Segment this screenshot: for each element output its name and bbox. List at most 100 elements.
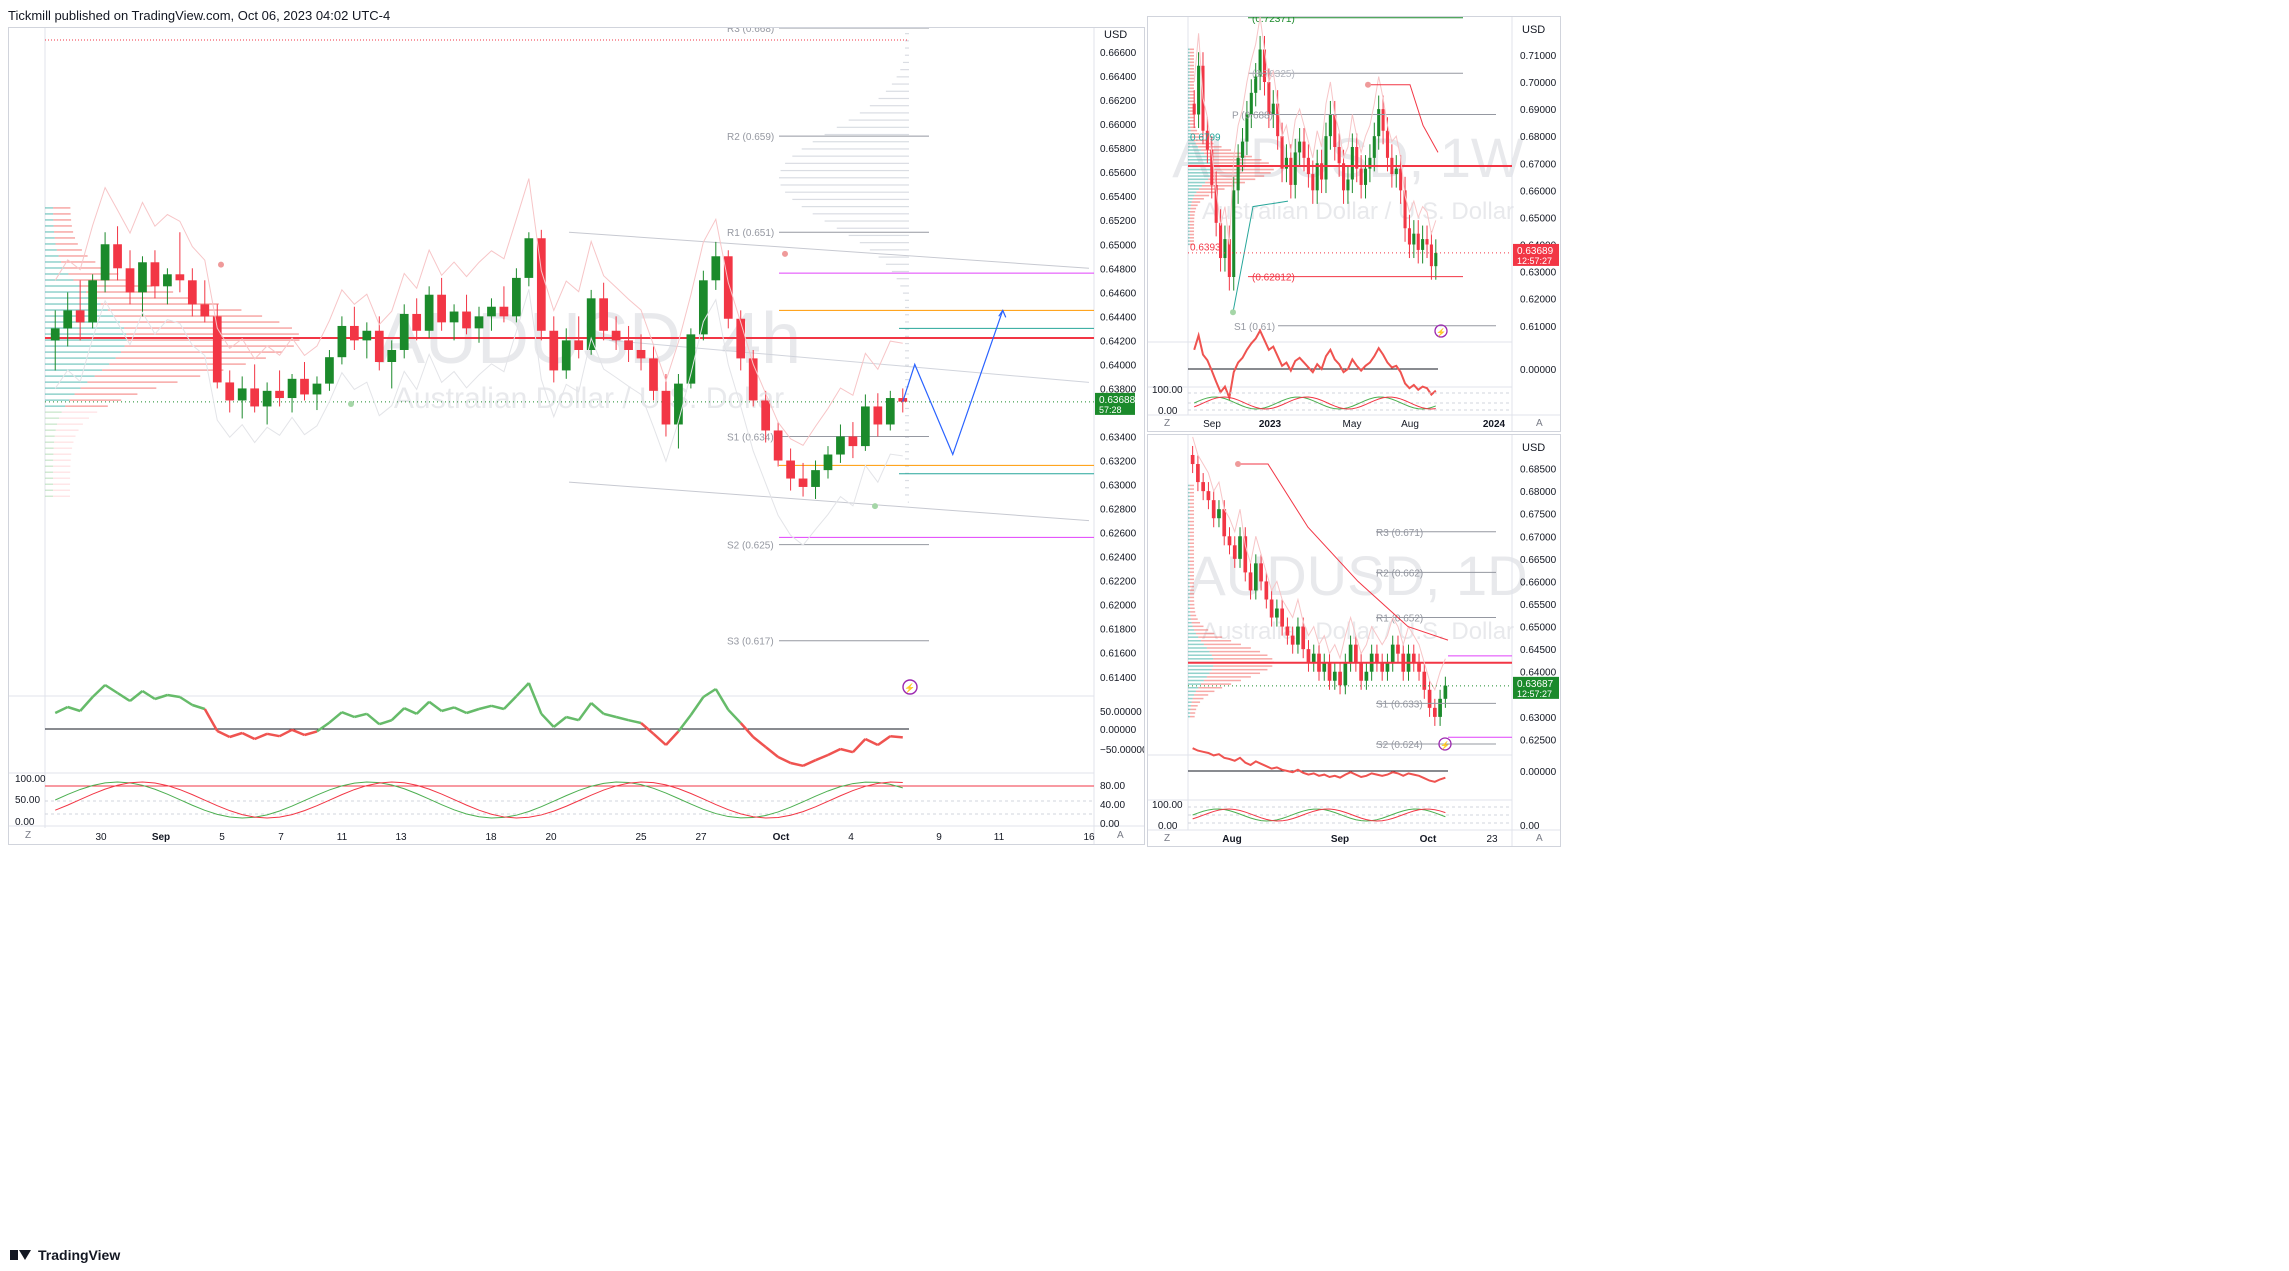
weekly-chart-panel[interactable]: AUDUSD, 1W Australian Dollar / U.S. Doll… xyxy=(1147,16,1561,432)
swing-low-marker xyxy=(872,503,878,510)
volume-profile-bar xyxy=(1188,611,1191,613)
candle-body xyxy=(50,328,60,341)
volume-profile-bar xyxy=(1188,97,1190,99)
volume-profile-bar xyxy=(59,417,89,419)
volume-profile-bar xyxy=(53,477,71,479)
osc2-left-tick: 100.00 xyxy=(1152,385,1183,396)
candle-body xyxy=(1377,109,1381,137)
volume-profile-bar xyxy=(1188,243,1190,246)
osc2-k-line xyxy=(1193,396,1436,410)
daily-chart-panel[interactable]: AUDUSD, 1D Australian Dollar / U.S. Doll… xyxy=(1147,434,1561,847)
last-price-value: 0.63688 xyxy=(1099,395,1136,406)
volume-profile-bar xyxy=(1188,618,1191,620)
volume-profile-bar xyxy=(45,369,103,371)
volume-profile-bar xyxy=(1188,87,1190,90)
volume-profile-bar xyxy=(780,169,909,172)
candle-body xyxy=(1222,509,1227,537)
tradingview-footer[interactable]: TradingView xyxy=(10,1247,120,1263)
volume-profile-bar xyxy=(1189,600,1195,602)
candle-body xyxy=(175,274,185,281)
volume-profile-bar xyxy=(1188,683,1201,685)
main-currency-label: USD xyxy=(1104,29,1127,41)
volume-profile-bar xyxy=(53,453,72,455)
publisher-line: Tickmill published on TradingView.com, O… xyxy=(8,8,391,23)
candle-body xyxy=(1396,644,1400,654)
volume-profile-bar xyxy=(1188,578,1190,581)
volume-profile-bar xyxy=(93,297,196,299)
candle-body xyxy=(649,358,658,391)
volume-profile-bar xyxy=(900,69,909,71)
volume-profile-bar xyxy=(1188,556,1190,559)
osc1-segment xyxy=(640,722,655,735)
osc1-segment xyxy=(527,682,543,715)
volume-profile-bar xyxy=(45,231,54,233)
channel-line xyxy=(568,481,1090,522)
candle-body xyxy=(524,238,534,278)
osc2-left-tick: 50.00 xyxy=(15,795,40,806)
volume-profile-bar xyxy=(94,375,201,377)
volume-profile-bar xyxy=(1188,650,1210,653)
candle-body xyxy=(1302,141,1306,158)
candle-body xyxy=(574,340,584,350)
volume-profile-bar xyxy=(1188,84,1190,86)
volume-profile-bar xyxy=(45,207,54,209)
volume-profile-bar xyxy=(905,342,909,345)
volume-profile-bar xyxy=(53,465,71,467)
volume-profile-bar xyxy=(1188,64,1190,67)
osc1-segment xyxy=(116,691,131,703)
volume-profile-bar xyxy=(779,177,909,179)
candle-body xyxy=(100,244,110,281)
time-axis-label: Oct xyxy=(773,832,790,843)
volume-profile-bar xyxy=(120,351,283,353)
envelope-lower xyxy=(54,289,903,546)
volume-profile-bar xyxy=(1188,194,1195,197)
candle-body xyxy=(499,306,509,317)
pivot-label: S2 (0.624) xyxy=(1376,740,1423,751)
candle-body xyxy=(1411,653,1416,663)
osc1-segment xyxy=(852,738,867,754)
volume-profile-bar xyxy=(905,357,909,359)
candle-body xyxy=(549,330,559,371)
volume-profile-bar xyxy=(859,242,909,244)
daily-chart-svg[interactable]: AUDUSD, 1D Australian Dollar / U.S. Doll… xyxy=(1148,435,1561,847)
weekly-chart-svg[interactable]: AUDUSD, 1W Australian Dollar / U.S. Doll… xyxy=(1148,17,1561,432)
main-chart-panel[interactable]: AUDUSD, 4h Australian Dollar / U.S. Doll… xyxy=(8,27,1145,845)
volume-profile-bar xyxy=(905,458,909,460)
osc1-segment xyxy=(515,682,530,698)
volume-profile-bar xyxy=(102,369,224,371)
candle-body xyxy=(636,349,646,359)
candle-body xyxy=(1343,662,1348,686)
candle-body xyxy=(1290,635,1295,645)
osc1-segment xyxy=(328,711,343,724)
volume-profile-bar xyxy=(905,40,909,42)
volume-profile-bar xyxy=(1188,162,1213,164)
price-tick-label: 0.67000 xyxy=(1520,159,1557,170)
osc1-segment xyxy=(316,721,331,733)
swing-low-marker xyxy=(348,401,354,408)
volume-profile-bar xyxy=(68,273,119,275)
main-chart-svg[interactable]: AUDUSD, 4h Australian Dollar / U.S. Doll… xyxy=(9,28,1145,845)
candle-body xyxy=(125,268,135,293)
osc1-segment xyxy=(91,684,106,698)
volume-profile-bar xyxy=(1211,654,1268,656)
volume-profile-bar xyxy=(1188,77,1190,80)
volume-profile-bar xyxy=(905,487,909,489)
volume-profile-bar xyxy=(904,54,909,56)
volume-profile-bar xyxy=(1189,68,1194,70)
volume-profile-bar xyxy=(1188,123,1191,125)
volume-profile-bar xyxy=(1188,625,1193,628)
price-tick-label: 0.65000 xyxy=(1100,240,1137,251)
volume-profile-bar xyxy=(45,357,116,359)
candle-body xyxy=(1443,685,1448,699)
volume-profile-bar xyxy=(1188,58,1190,60)
volume-profile-bar xyxy=(107,309,242,311)
candle-body xyxy=(237,388,247,401)
volume-profile-bar xyxy=(869,105,909,107)
osc1-segment xyxy=(154,693,168,701)
volume-profile-bar xyxy=(1213,168,1274,171)
volume-profile-bar xyxy=(53,489,71,491)
candle-body xyxy=(1276,103,1280,137)
volume-profile-bar xyxy=(1189,81,1194,83)
volume-profile-bar xyxy=(45,237,55,239)
candle-body xyxy=(163,274,172,287)
